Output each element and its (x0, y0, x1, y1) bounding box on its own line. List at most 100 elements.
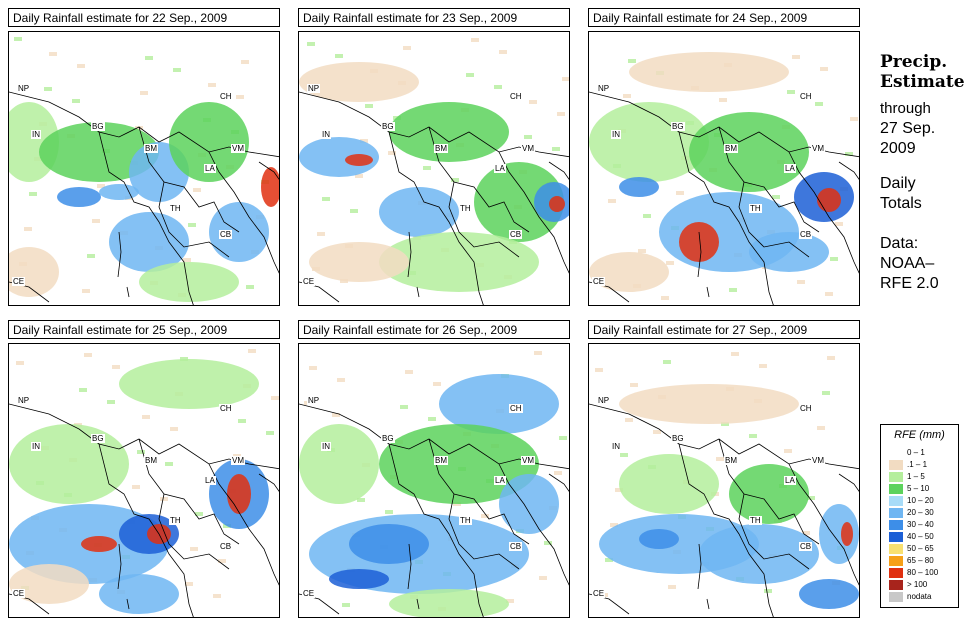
rain-area (299, 137, 379, 177)
rainfall-overlay (9, 344, 279, 617)
rainfall-overlay (299, 344, 569, 617)
legend-swatch (889, 580, 903, 590)
rainfall-panel-22-sep: Daily Rainfall estimate for 22 Sep., 200… (8, 8, 280, 306)
country-label: TH (749, 204, 762, 213)
country-label: NP (17, 84, 31, 93)
rain-area (139, 262, 239, 302)
country-border (788, 151, 859, 274)
rainfall-panel-27-sep: Daily Rainfall estimate for 27 Sep., 200… (588, 320, 860, 618)
rainfall-overlay (589, 344, 859, 617)
country-label: CE (592, 277, 606, 286)
country-label: TH (169, 204, 182, 213)
legend-swatch (889, 592, 903, 602)
panel-title: Daily Rainfall estimate for 27 Sep., 200… (588, 320, 860, 339)
country-label: IN (31, 130, 41, 139)
rainfall-map: NP CH IN BG BM VM LA TH CB CE (588, 343, 860, 618)
data-label-line3: RFE 2.0 (880, 275, 939, 292)
rainfall-map: NP CH IN BG BM VM LA TH CB CE (8, 343, 280, 618)
country-label: CE (592, 589, 606, 598)
country-border (697, 231, 710, 298)
country-label: NP (17, 396, 31, 405)
rainfall-panel-26-sep: Daily Rainfall estimate for 26 Sep., 200… (298, 320, 570, 618)
legend-swatch (889, 532, 903, 542)
country-border (98, 443, 194, 617)
country-label: CH (799, 404, 813, 413)
rain-area (261, 167, 279, 207)
country-label: IN (321, 130, 331, 139)
rain-area (99, 574, 179, 614)
legend-label: 20 – 30 (907, 508, 934, 517)
country-border (697, 543, 710, 610)
rainfall-overlay (589, 32, 859, 305)
rain-area (679, 222, 719, 262)
rain-area (99, 184, 139, 200)
legend-label: 40 – 50 (907, 532, 934, 541)
rain-area (309, 242, 409, 282)
legend-label: .1 – 1 (907, 460, 928, 469)
country-label: VM (521, 144, 535, 153)
rainfall-panel-25-sep: Daily Rainfall estimate for 25 Sep., 200… (8, 320, 280, 618)
legend-swatch (889, 484, 903, 494)
rain-area (81, 536, 117, 552)
country-label: BG (91, 434, 105, 443)
rainfall-map: NP CH IN BG BM VM LA TH CB CE (298, 343, 570, 618)
rain-area (349, 524, 429, 564)
country-border (498, 463, 569, 586)
country-border (208, 463, 279, 586)
rain-area (379, 232, 539, 292)
country-border (718, 126, 820, 233)
rain-area (817, 188, 841, 212)
country-label: CB (799, 230, 813, 239)
rain-area (39, 122, 159, 182)
country-label: CH (219, 92, 233, 101)
rain-area (329, 569, 389, 589)
rainfall-overlay (9, 32, 279, 305)
country-border (388, 443, 484, 617)
country-label: NP (307, 84, 321, 93)
rain-area (299, 62, 419, 102)
panel-title: Daily Rainfall estimate for 22 Sep., 200… (8, 8, 280, 27)
legend-swatch (889, 520, 903, 530)
country-label: LA (204, 164, 216, 173)
side-title-line1: Precip. (880, 52, 948, 72)
country-label: BG (381, 122, 395, 131)
rain-area (589, 252, 669, 292)
panel-title: Daily Rainfall estimate for 23 Sep., 200… (298, 8, 570, 27)
country-border (548, 473, 569, 492)
rainfall-overlay (299, 32, 569, 305)
legend-label: 65 – 80 (907, 556, 934, 565)
country-label: TH (459, 516, 472, 525)
daily-label-line1: Daily (880, 175, 916, 192)
rain-area (169, 102, 249, 182)
legend-title: RFE (mm) (894, 429, 945, 441)
country-label: LA (494, 476, 506, 485)
country-label: IN (611, 130, 621, 139)
country-border (258, 473, 279, 492)
country-label: BG (91, 122, 105, 131)
rain-area (119, 359, 259, 409)
country-label: BM (144, 144, 158, 153)
data-label-line1: Data: (880, 235, 919, 252)
country-border (138, 126, 240, 233)
rain-area (729, 464, 809, 524)
country-border (738, 493, 810, 570)
rain-area (819, 504, 859, 564)
country-border (117, 543, 130, 610)
country-label: BG (671, 434, 685, 443)
legend-label: 1 – 5 (907, 472, 925, 481)
legend-label: 50 – 65 (907, 544, 934, 553)
country-border (407, 231, 420, 298)
rainfall-map: NP CH IN BG BM VM LA TH CB CE (298, 31, 570, 306)
rain-area (439, 374, 559, 434)
country-label: CB (219, 542, 233, 551)
rain-area (389, 102, 509, 162)
country-label: VM (231, 456, 245, 465)
data-label-line2: NOAA– (880, 255, 935, 272)
country-label: BG (671, 122, 685, 131)
country-border (678, 131, 774, 305)
rain-area (379, 187, 459, 237)
rainfall-panel-24-sep: Daily Rainfall estimate for 24 Sep., 200… (588, 8, 860, 306)
rain-area (499, 474, 559, 534)
rain-area (9, 564, 89, 604)
country-label: NP (307, 396, 321, 405)
